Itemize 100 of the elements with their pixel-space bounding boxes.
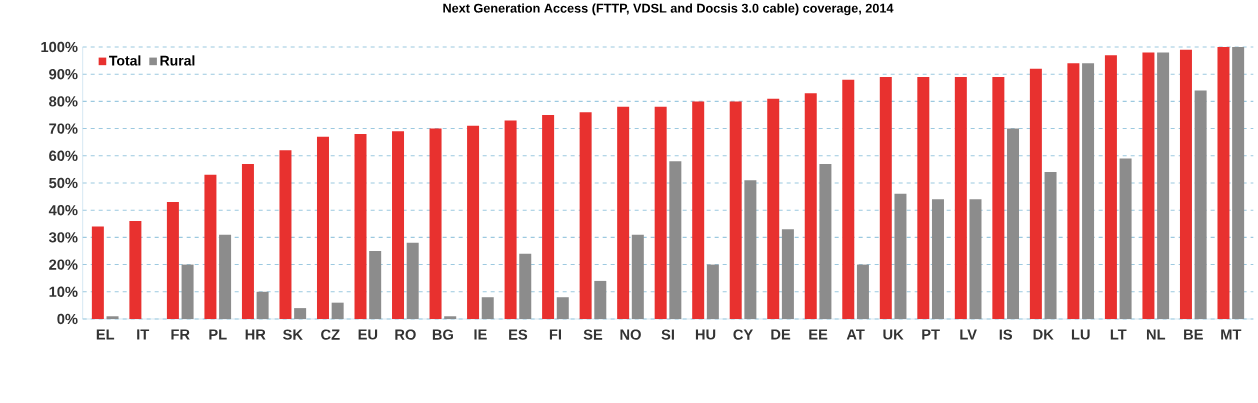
y-tick-label: 90% (49, 69, 78, 80)
y-tick-label: 100% (41, 41, 78, 53)
bar (369, 250, 382, 319)
bar (1067, 63, 1080, 319)
bar (894, 193, 907, 319)
bar (106, 316, 119, 319)
bar (992, 76, 1005, 319)
y-tick-label: 80% (49, 96, 78, 107)
x-tick-label: IS (999, 329, 1013, 340)
bar (181, 264, 194, 319)
y-tick-label: 50% (49, 177, 78, 189)
y-tick-label: 10% (49, 286, 78, 297)
bar (1194, 90, 1207, 319)
bar (481, 297, 494, 319)
bar (617, 106, 630, 319)
x-tick-label: RO (395, 329, 416, 340)
bar (1082, 63, 1095, 319)
x-tick-label: CZ (321, 329, 340, 340)
bar (917, 76, 930, 319)
bar (1104, 55, 1117, 319)
bar (842, 79, 855, 319)
bar (331, 302, 344, 319)
bar (692, 101, 705, 319)
y-tick-label: 70% (49, 123, 78, 134)
bar (1157, 52, 1170, 319)
bar (129, 221, 142, 319)
y-tick-label: 60% (49, 150, 78, 161)
x-tick-label: MT (1221, 329, 1242, 340)
bar (406, 242, 419, 319)
bar (1232, 46, 1245, 319)
bar (654, 106, 667, 319)
bar (669, 161, 682, 319)
bar (354, 134, 367, 319)
legend-label: Rural (160, 55, 195, 66)
bar (804, 93, 817, 319)
x-tick-label: DE (771, 329, 791, 340)
bar (819, 163, 832, 319)
bar (706, 264, 719, 319)
x-tick-label: UK (883, 329, 904, 340)
bar (542, 114, 555, 319)
x-tick-label: FI (549, 329, 561, 340)
bar (504, 120, 517, 319)
x-tick-label: NO (620, 329, 641, 340)
y-tick-label: 40% (48, 205, 78, 216)
x-tick-label: IE (474, 329, 487, 340)
bar (392, 131, 405, 319)
legend-label: Total (109, 55, 141, 66)
x-tick-label: PL (209, 329, 227, 340)
bar (954, 76, 967, 319)
y-tick-label: 30% (48, 232, 78, 243)
x-tick-label: PT (922, 329, 940, 340)
bar (1179, 49, 1192, 319)
chart-title: Next Generation Access (FTTP, VDSL and Docsis 3.0 cable) coverage, 2014 (443, 3, 894, 16)
bar (1142, 52, 1155, 319)
x-tick-label: EU (358, 329, 378, 340)
bar (631, 234, 644, 319)
bar (166, 202, 179, 319)
x-tick-label: HU (695, 329, 716, 340)
x-tick-label: SI (661, 329, 674, 340)
y-tick-label: 0% (57, 313, 78, 325)
bar (1029, 68, 1042, 319)
x-tick-label: BE (1184, 329, 1203, 340)
bar (744, 180, 757, 319)
x-tick-label: NL (1146, 329, 1166, 340)
bar (204, 174, 217, 319)
x-tick-label: AT (846, 329, 865, 340)
x-tick-label: SE (583, 329, 603, 340)
x-tick-label: DK (1033, 329, 1054, 340)
x-tick-label: LV (960, 329, 977, 340)
bar (279, 150, 292, 319)
bar (1217, 46, 1230, 319)
bar (556, 297, 569, 319)
bar (931, 199, 944, 319)
x-tick-label: EE (809, 329, 828, 340)
bar (294, 308, 307, 319)
x-tick-label: EL (96, 329, 115, 340)
x-tick-label: SK (283, 329, 303, 340)
bar (729, 101, 742, 319)
bar (1007, 128, 1020, 319)
x-tick-label: HR (245, 329, 266, 340)
x-tick-label: CY (733, 329, 753, 340)
y-tick-label: 20% (49, 259, 78, 270)
bar (1044, 172, 1057, 319)
bar (1119, 158, 1132, 319)
bar (594, 280, 607, 319)
x-tick-label: ES (509, 329, 528, 340)
bar (767, 98, 780, 319)
bar (219, 234, 232, 319)
bar (519, 253, 532, 319)
x-tick-label: LU (1071, 329, 1090, 340)
bar (856, 264, 869, 319)
bar (429, 128, 442, 319)
x-tick-label: BG (432, 329, 453, 340)
bar (444, 316, 457, 319)
bar (241, 163, 254, 319)
x-tick-label: IT (137, 329, 150, 340)
bar (969, 199, 982, 319)
bar (781, 229, 794, 319)
bar (316, 136, 329, 319)
bar (879, 76, 892, 319)
